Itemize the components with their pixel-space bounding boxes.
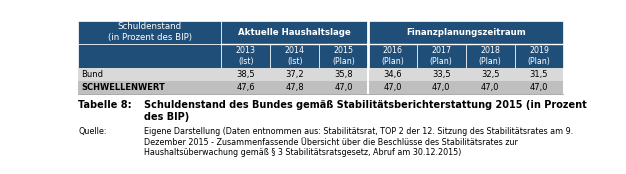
Bar: [319, 44, 368, 68]
Text: Bund: Bund: [81, 70, 103, 79]
Text: 2014
(Ist): 2014 (Ist): [285, 46, 305, 66]
Text: 47,0: 47,0: [530, 83, 548, 92]
Text: 31,5: 31,5: [530, 70, 548, 79]
Text: 2019
(Plan): 2019 (Plan): [528, 46, 550, 66]
Text: 2013
(Ist): 2013 (Ist): [236, 46, 256, 66]
Bar: [78, 68, 563, 81]
Text: Tabelle 8:: Tabelle 8:: [78, 100, 132, 110]
Text: 2015
(Plan): 2015 (Plan): [332, 46, 355, 66]
Bar: [78, 81, 563, 94]
Text: 47,0: 47,0: [432, 83, 451, 92]
Text: Aktuelle Haushaltslage: Aktuelle Haushaltslage: [239, 28, 351, 37]
Text: Eigene Darstellung (Daten entnommen aus: Stabilitätsrat, TOP 2 der 12. Sitzung d: Eigene Darstellung (Daten entnommen aus:…: [144, 127, 573, 157]
Text: 33,5: 33,5: [432, 70, 451, 79]
Bar: [368, 21, 563, 44]
Text: SCHWELLENWERT: SCHWELLENWERT: [81, 83, 165, 92]
Text: Finanzplanungszeitraum: Finanzplanungszeitraum: [406, 28, 526, 37]
Bar: [78, 44, 222, 68]
Text: 47,0: 47,0: [383, 83, 402, 92]
Text: Schuldenstand
(in Prozent des BIP): Schuldenstand (in Prozent des BIP): [108, 22, 192, 42]
Text: 47,6: 47,6: [237, 83, 255, 92]
Bar: [515, 44, 563, 68]
Text: 38,5: 38,5: [237, 70, 255, 79]
Text: Schuldenstand des Bundes gemäß Stabilitätsberichterstattung 2015 (in Prozent
des: Schuldenstand des Bundes gemäß Stabilitä…: [144, 100, 587, 121]
Bar: [222, 21, 368, 44]
Text: 47,0: 47,0: [334, 83, 353, 92]
Text: 32,5: 32,5: [481, 70, 500, 79]
Bar: [222, 44, 270, 68]
Bar: [78, 21, 222, 44]
Text: 34,6: 34,6: [383, 70, 402, 79]
Bar: [270, 44, 319, 68]
Bar: [368, 44, 417, 68]
Text: 37,2: 37,2: [285, 70, 304, 79]
Text: 2017
(Plan): 2017 (Plan): [430, 46, 453, 66]
Bar: [417, 44, 466, 68]
Bar: [466, 44, 515, 68]
Text: 47,8: 47,8: [285, 83, 304, 92]
Text: 2018
(Plan): 2018 (Plan): [479, 46, 501, 66]
Text: 35,8: 35,8: [334, 70, 353, 79]
Text: 2016
(Plan): 2016 (Plan): [381, 46, 404, 66]
Text: Quelle:: Quelle:: [78, 127, 107, 136]
Text: 47,0: 47,0: [481, 83, 500, 92]
